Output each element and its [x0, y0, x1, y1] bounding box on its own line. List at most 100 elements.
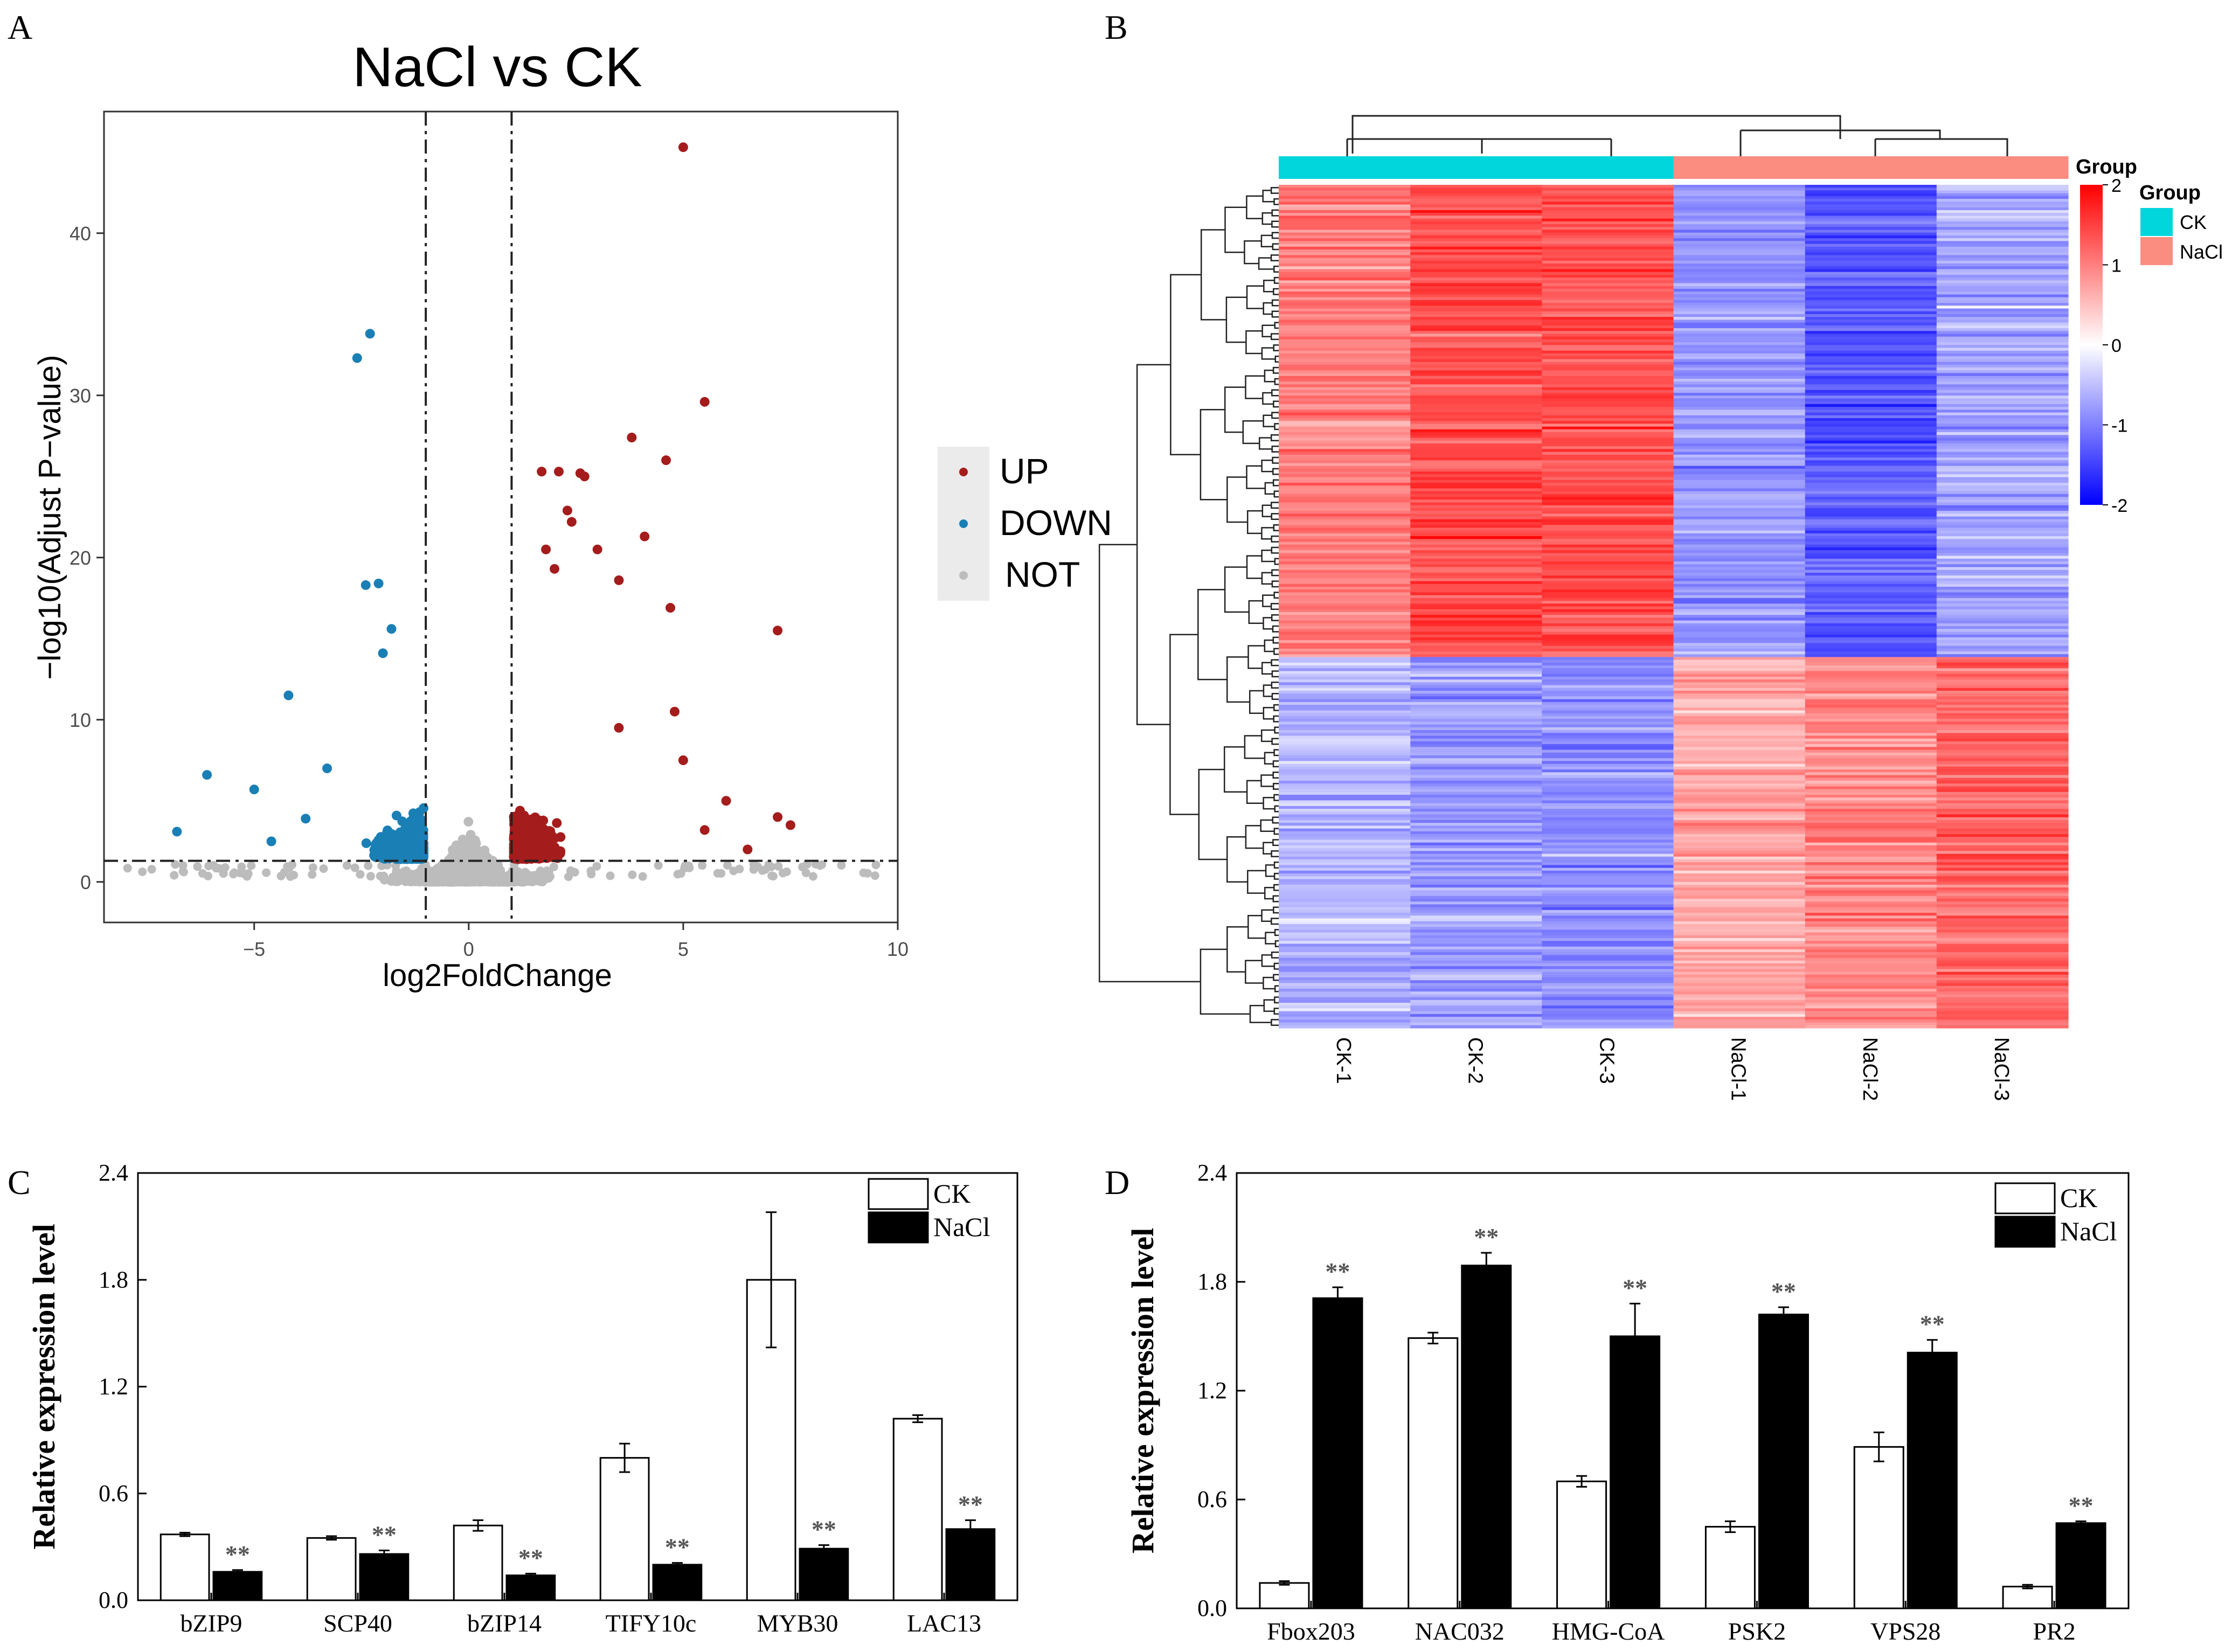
column-dendrogram: [1346, 115, 2008, 159]
heatmap-cell: [1936, 629, 2069, 633]
heatmap-cell: [1410, 572, 1542, 576]
heatmap-cell: [1805, 294, 1937, 298]
heatmap-cell: [1279, 390, 1411, 393]
heatmap-cell: [1936, 474, 2069, 478]
heatmap-cell: [1805, 387, 1937, 391]
heatmap-cell: [1936, 758, 2069, 762]
heatmap-cell: [1542, 710, 1674, 714]
heatmap-cell: [1805, 896, 1937, 899]
heatmap-cell: [1410, 564, 1542, 568]
heatmap-cell: [1673, 786, 1806, 790]
heatmap-cell: [1936, 246, 2069, 250]
heatmap-cell: [1936, 651, 2069, 655]
heatmap-cell: [1410, 533, 1542, 537]
heatmap-cell: [1410, 792, 1542, 795]
heatmap-cell: [1936, 238, 2069, 241]
row-dendrogram-branch: [1273, 524, 1279, 531]
heatmap-cell: [1410, 283, 1542, 287]
heatmap-cell: [1936, 404, 2069, 407]
heatmap-cell: [1542, 185, 1674, 188]
heatmap-cell: [1279, 567, 1411, 571]
heatmap-cell: [1279, 702, 1411, 705]
heatmap-cell: [1805, 471, 1937, 475]
heatmap-cell: [1936, 308, 2069, 312]
heatmap-cell: [1279, 249, 1411, 253]
heatmap-cell: [1410, 516, 1542, 520]
heatmap-cell: [1279, 322, 1411, 326]
heatmap-cell: [1936, 724, 2069, 728]
heatmap-cell: [1542, 463, 1674, 467]
heatmap-cell: [1673, 755, 1806, 759]
heatmap-cell: [1805, 620, 1937, 624]
row-dendrogram-branch: [1271, 220, 1279, 228]
heatmap-cell: [1542, 457, 1674, 461]
heatmap-cell: [1936, 449, 2069, 453]
heatmap-cell: [1410, 435, 1542, 439]
heatmap-cell: [1936, 839, 2069, 843]
heatmap-cell: [1936, 735, 2069, 739]
down-point: [376, 832, 386, 842]
heatmap-cell: [1673, 702, 1806, 705]
heatmap-cell: [1279, 466, 1411, 469]
volcano-legend: UP DOWN NOT: [938, 447, 1112, 601]
heatmap-cell: [1410, 789, 1542, 793]
row-dendrogram-branch: [1274, 378, 1279, 385]
heatmap-cell: [1673, 283, 1806, 287]
heatmap-cell: [1279, 848, 1411, 851]
heatmap-cell: [1279, 865, 1411, 869]
heatmap-cell: [1542, 820, 1674, 823]
heatmap-cell: [1936, 505, 2069, 509]
heatmap-cell: [1936, 606, 2069, 610]
heatmap-cell: [1673, 421, 1806, 425]
row-dendrogram-branch: [1200, 948, 1250, 1015]
heatmap-cell: [1410, 362, 1542, 365]
heatmap-cell: [1410, 887, 1542, 891]
row-dendrogram-branch: [1260, 774, 1274, 787]
heatmap-cell: [1542, 272, 1674, 275]
heatmap-cell: [1279, 460, 1411, 464]
heatmap-cell: [1936, 429, 2069, 433]
heatmap-cell: [1805, 727, 1937, 731]
heatmap-cell: [1542, 519, 1674, 523]
heatmap-cell: [1410, 595, 1542, 599]
heatmap-cell: [1410, 831, 1542, 835]
heatmap-cell: [1542, 853, 1674, 857]
heatmap-cell: [1410, 339, 1542, 343]
heatmap-cell: [1542, 260, 1674, 264]
row-dendrogram-branch: [1272, 772, 1279, 779]
row-dendrogram-branch: [1263, 976, 1276, 990]
heatmap-cell: [1805, 488, 1937, 492]
heatmap-cell: [1410, 438, 1542, 441]
row-dendrogram-branch: [1273, 884, 1279, 891]
heatmap-cell: [1542, 890, 1674, 894]
row-dendrogram-branch: [1274, 985, 1279, 992]
heatmap-cell: [1542, 311, 1674, 315]
heatmap-cell: [1805, 772, 1937, 776]
heatmap-cell: [1279, 699, 1411, 703]
heatmap-cell: [1410, 620, 1542, 624]
heatmap-cell: [1410, 775, 1542, 779]
heatmap-cell: [1279, 896, 1411, 899]
heatmap-cell: [1673, 443, 1806, 447]
group-bar-segment: [1542, 156, 1674, 179]
heatmap-cell: [1542, 516, 1674, 520]
heatmap-cell: [1936, 435, 2069, 439]
heatmap-cell: [1805, 834, 1937, 837]
heatmap-cell: [1673, 196, 1806, 199]
heatmap-cell: [1673, 747, 1806, 751]
heatmap-cell: [1410, 820, 1542, 823]
up-point: [545, 826, 556, 836]
panel-letter-b: B: [1105, 8, 1128, 46]
heatmap-cell: [1805, 390, 1937, 393]
heatmap-cell: [1279, 468, 1411, 472]
row-dendrogram-branch: [1224, 566, 1249, 613]
heatmap-cell: [1279, 839, 1411, 843]
heatmap-cell: [1279, 862, 1411, 866]
heatmap-cell: [1410, 527, 1542, 531]
row-dendrogram-branch: [1274, 940, 1279, 947]
heatmap-cell: [1673, 387, 1806, 391]
heatmap-cell: [1936, 581, 2069, 585]
not-point: [871, 860, 881, 870]
